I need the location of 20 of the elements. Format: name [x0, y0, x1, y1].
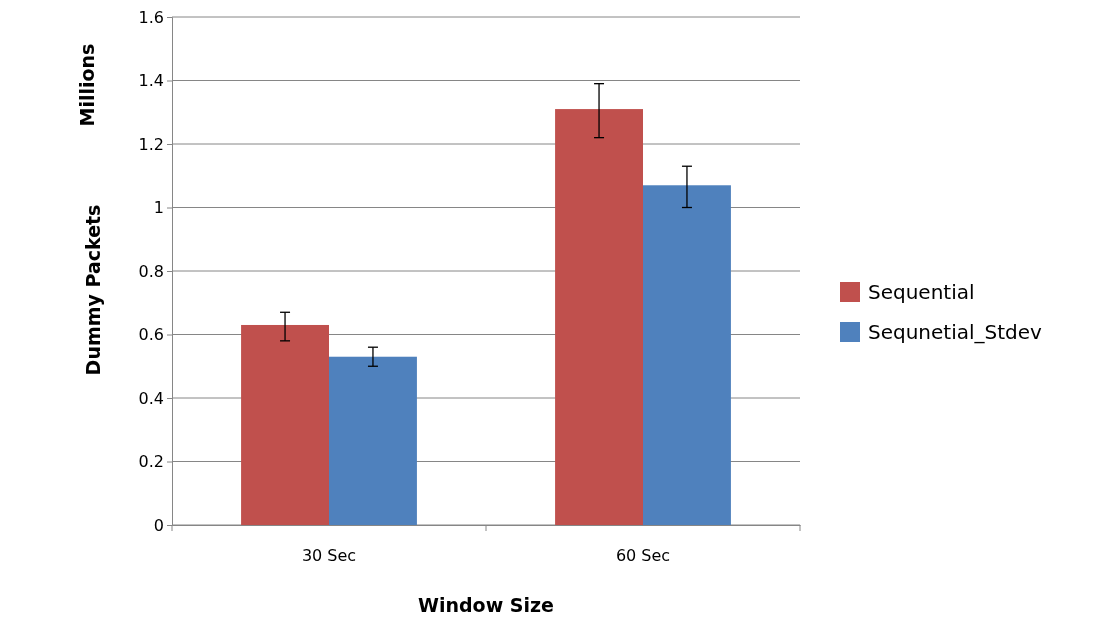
legend-label: Sequnetial_Stdev	[868, 320, 1043, 344]
y-tick-label: 0.6	[138, 325, 164, 345]
y-tick-label: 1.2	[138, 134, 164, 154]
bar	[329, 356, 417, 525]
legend-label: Sequential	[868, 280, 975, 304]
y-tick-label: 0.8	[138, 261, 164, 281]
y-tick-label: 1	[153, 198, 164, 218]
x-tick-label: 30 Sec	[301, 546, 357, 566]
bar	[555, 109, 643, 525]
x-axis-title: Window Size	[418, 594, 554, 616]
y-tick-label: 1.4	[138, 71, 164, 91]
x-tick-label: 60 Sec	[615, 546, 671, 566]
y-tick-label: 0.4	[138, 388, 164, 408]
bar	[241, 324, 329, 525]
y-tick-label: 0	[153, 515, 164, 535]
bar	[643, 185, 731, 525]
y-tick-label: 0.2	[138, 452, 164, 472]
text: Millions	[76, 43, 98, 127]
y-tick-label: 1.6	[138, 7, 164, 27]
y-axis-title: Dummy Packets	[82, 204, 104, 376]
